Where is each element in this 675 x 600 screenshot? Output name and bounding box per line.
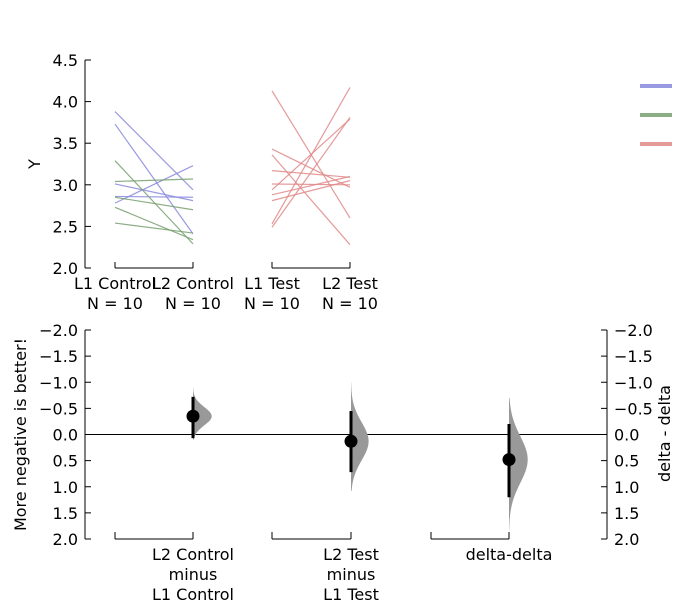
paired-line bbox=[271, 148, 351, 188]
paired-line bbox=[271, 117, 351, 228]
bottom-category-label: L1 Control bbox=[152, 585, 234, 600]
bootstrap-distribution bbox=[193, 387, 212, 440]
top-y-tick-label: 2.5 bbox=[53, 217, 78, 236]
bottom-left-y-tick-label: −1.0 bbox=[39, 373, 78, 392]
paired-line bbox=[114, 183, 194, 202]
bottom-left-y-tick-label: 0.0 bbox=[53, 426, 78, 445]
bottom-right-y-axis-label: delta - delta bbox=[655, 385, 674, 482]
bottom-category-label: minus bbox=[327, 565, 376, 584]
bottom-category-label: L1 Test bbox=[323, 585, 379, 600]
top-y-ticks: 2.0 2.5 3.0 3.5 4.0 4.5 bbox=[53, 51, 91, 278]
bottom-category-label: L2 Test bbox=[323, 545, 379, 564]
bottom-left-y-tick-label: −0.5 bbox=[39, 399, 78, 418]
bottom-right-y-tick-label: 0.0 bbox=[614, 426, 639, 445]
paired-line bbox=[114, 222, 194, 234]
paired-line bbox=[271, 87, 351, 225]
effect-size-point bbox=[186, 409, 200, 423]
bottom-category-label: delta-delta bbox=[466, 545, 553, 564]
bottom-right-y-tick-label: −1.0 bbox=[614, 373, 653, 392]
top-y-tick-label: 3.0 bbox=[53, 176, 78, 195]
effect-size-point bbox=[502, 453, 516, 467]
sample-size-label: N = 10 bbox=[244, 294, 300, 313]
top-y-axis-label: Y bbox=[25, 159, 44, 170]
category-label: L2 Test bbox=[322, 274, 378, 293]
bottom-left-y-tick-label: −1.5 bbox=[39, 347, 78, 366]
bottom-category-label: L2 Control bbox=[152, 545, 234, 564]
effect-size-point bbox=[344, 434, 358, 448]
sample-size-label: N = 10 bbox=[165, 294, 221, 313]
category-label: L1 Control bbox=[74, 274, 156, 293]
sample-size-label: N = 10 bbox=[322, 294, 378, 313]
bottom-right-y-tick-label: −2.0 bbox=[614, 321, 653, 340]
bootstrap-distribution bbox=[351, 382, 369, 491]
bottom-left-y-axis-label: More negative is better! bbox=[11, 338, 30, 531]
delta-delta-panel: −2.0 −1.5 −1.0 −0.5 0.0 0.5 1.0 1.5 2.0 −2.0 −1.5… bbox=[11, 321, 674, 600]
bottom-category-label: minus bbox=[169, 565, 218, 584]
top-y-tick-label: 3.5 bbox=[53, 134, 78, 153]
bottom-left-y-ticks: −2.0 −1.5 −1.0 −0.5 0.0 0.5 1.0 1.5 2.0 bbox=[39, 321, 91, 549]
bottom-right-y-tick-label: 0.5 bbox=[614, 452, 639, 471]
bottom-left-y-tick-label: 0.5 bbox=[53, 452, 78, 471]
bottom-right-y-tick-label: 1.5 bbox=[614, 504, 639, 523]
paired-line bbox=[271, 154, 351, 246]
sample-size-label: N = 10 bbox=[87, 294, 143, 313]
top-y-tick-label: 2.0 bbox=[53, 259, 78, 278]
category-label: L1 Test bbox=[244, 274, 300, 293]
paired-line bbox=[114, 123, 194, 235]
paired-line bbox=[271, 118, 351, 191]
legend bbox=[640, 84, 672, 146]
paired-line bbox=[114, 165, 194, 204]
top-y-tick-label: 4.5 bbox=[53, 51, 78, 70]
bottom-right-y-tick-label: −0.5 bbox=[614, 399, 653, 418]
paired-line bbox=[114, 178, 194, 183]
paired-line bbox=[114, 206, 194, 241]
bottom-left-y-tick-label: −2.0 bbox=[39, 321, 78, 340]
paired-line bbox=[271, 180, 351, 202]
bootstrap-distribution bbox=[509, 397, 528, 532]
paired-line bbox=[114, 111, 194, 191]
paired-line bbox=[114, 160, 194, 245]
effect-size-distributions bbox=[186, 382, 528, 532]
category-label: L2 Control bbox=[152, 274, 234, 293]
paired-line bbox=[271, 183, 351, 186]
bottom-left-y-tick-label: 1.5 bbox=[53, 504, 78, 523]
paired-lines bbox=[114, 87, 351, 246]
bottom-right-y-tick-label: −1.5 bbox=[614, 347, 653, 366]
bottom-right-y-ticks: −2.0 −1.5 −1.0 −0.5 0.0 0.5 1.0 1.5 2.0 bbox=[601, 321, 653, 549]
bottom-left-y-tick-label: 2.0 bbox=[53, 530, 78, 549]
top-y-tick-label: 4.0 bbox=[53, 93, 78, 112]
paired-line bbox=[114, 196, 194, 211]
paired-line bbox=[271, 170, 351, 178]
bottom-left-y-tick-label: 1.0 bbox=[53, 478, 78, 497]
bottom-right-y-tick-label: 1.0 bbox=[614, 478, 639, 497]
paired-line bbox=[271, 175, 351, 196]
bottom-right-y-tick-label: 2.0 bbox=[614, 530, 639, 549]
